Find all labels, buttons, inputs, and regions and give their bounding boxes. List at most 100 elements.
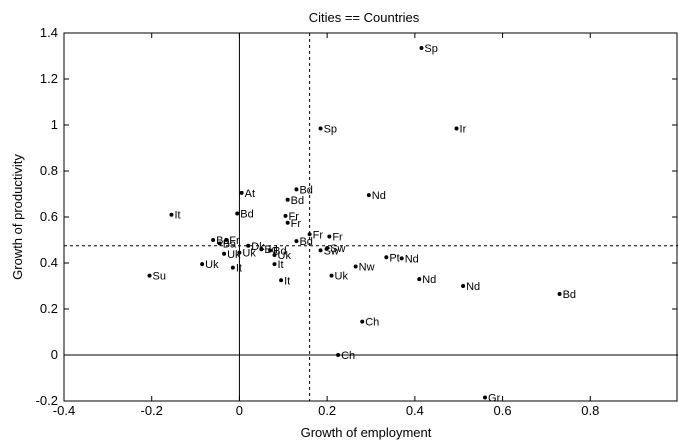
point-marker: [461, 284, 466, 288]
point-label: Ir: [460, 123, 467, 135]
point-marker: [353, 264, 358, 269]
point-marker: [283, 213, 288, 218]
point-label: Su: [153, 271, 166, 283]
point-label: Sp: [324, 123, 337, 135]
point-marker: [318, 126, 323, 131]
data-point: Gr: [483, 393, 501, 405]
data-point: Ir: [454, 123, 467, 135]
point-marker: [239, 190, 244, 195]
x-tick-label: 0.8: [581, 403, 599, 418]
point-label: Sw: [330, 243, 345, 255]
point-marker: [211, 238, 216, 242]
data-point: Su: [147, 271, 166, 283]
point-marker: [268, 248, 273, 253]
data-point: Sp: [318, 123, 337, 135]
data-point: Uk: [272, 250, 291, 262]
y-tick-label: 0: [51, 347, 58, 362]
point-label: Bd: [563, 289, 576, 301]
data-point: Fr: [283, 211, 299, 223]
point-marker: [366, 193, 371, 198]
data-point: Sp: [419, 43, 438, 55]
data-point: Ba: [217, 238, 237, 250]
point-label: Sp: [424, 43, 437, 55]
point-marker: [235, 211, 240, 216]
point-label: It: [174, 210, 180, 222]
point-label: Pt: [389, 252, 399, 264]
point-label: Ch: [365, 317, 379, 329]
data-point: Nd: [461, 281, 480, 293]
data-point: It: [279, 275, 290, 287]
point-marker: [285, 220, 290, 225]
x-axis-ticks: -0.4 -0.2 0 0.2 0.4 0.6 0.8: [53, 33, 599, 418]
point-label: Bd: [240, 209, 253, 221]
point-label: It: [284, 275, 290, 287]
point-label: It: [278, 259, 284, 271]
point-marker: [272, 262, 277, 267]
point-label: Nd: [405, 253, 419, 265]
data-point: Fr: [307, 229, 324, 241]
y-tick-label: 0.6: [40, 209, 58, 224]
data-point: It: [169, 210, 181, 222]
point-label: Nw: [359, 261, 375, 273]
point-marker: [557, 292, 562, 297]
point-marker: [222, 251, 227, 256]
point-marker: [384, 255, 389, 260]
point-marker: [217, 241, 222, 246]
y-axis-label: Growth of productivity: [10, 154, 25, 280]
x-tick-label: 0.6: [494, 403, 512, 418]
point-marker: [417, 277, 422, 282]
point-marker: [294, 239, 299, 244]
plot-frame: [63, 32, 678, 402]
data-point: Sw: [325, 243, 345, 255]
y-tick-label: 0.2: [40, 301, 58, 316]
point-label: Sw: [324, 245, 339, 257]
data-point: Ch: [336, 350, 355, 362]
data-point: Sw: [318, 245, 339, 257]
data-point: Fr: [327, 232, 343, 244]
point-marker: [360, 319, 365, 324]
point-label: Uk: [242, 248, 256, 260]
data-point: Uk: [237, 248, 256, 260]
point-label: It: [236, 263, 242, 275]
point-label: Fr: [313, 229, 324, 241]
x-tick-label: 0.2: [318, 403, 336, 418]
point-label: Uk: [205, 259, 219, 271]
x-tick-label: -0.2: [141, 403, 163, 418]
point-marker: [294, 187, 299, 192]
y-tick-label: 1: [51, 117, 58, 132]
point-marker: [200, 262, 205, 267]
point-marker: [285, 197, 290, 202]
point-label: Fr: [288, 211, 299, 223]
point-marker: [246, 243, 251, 248]
point-marker: [230, 265, 235, 270]
x-tick-label: -0.4: [53, 403, 75, 418]
data-point: At: [239, 188, 255, 200]
point-label: Uk: [227, 249, 241, 261]
point-label: Fr: [229, 235, 240, 247]
data-point: Fr: [224, 235, 240, 247]
data-point: Bd: [268, 245, 287, 257]
point-marker: [272, 252, 277, 257]
point-marker: [329, 273, 334, 278]
data-point: Uk: [329, 271, 348, 283]
point-label: Ch: [341, 350, 355, 362]
point-label: At: [245, 188, 255, 200]
y-axis-ticks: -0.2 0 0.2 0.4 0.6 0.8 1 1.2 1.4: [36, 25, 677, 408]
data-point: Uk: [222, 249, 241, 261]
data-point: Ch: [360, 317, 379, 329]
data-point: Nd: [366, 190, 386, 202]
data-point: Bd: [294, 184, 313, 196]
point-marker: [327, 234, 332, 239]
data-point: Nw: [353, 261, 375, 273]
data-point: Bd: [557, 289, 576, 301]
data-point: Bd: [294, 236, 313, 248]
point-label: Bd: [299, 184, 312, 196]
data-point: It: [272, 259, 284, 271]
point-label: Fr: [291, 218, 302, 230]
data-point: Nd: [417, 274, 436, 286]
x-axis-label: Growth of employment: [301, 425, 432, 440]
point-label: Bd: [273, 245, 286, 257]
y-tick-label: 1.4: [40, 25, 58, 40]
point-marker: [318, 248, 323, 253]
